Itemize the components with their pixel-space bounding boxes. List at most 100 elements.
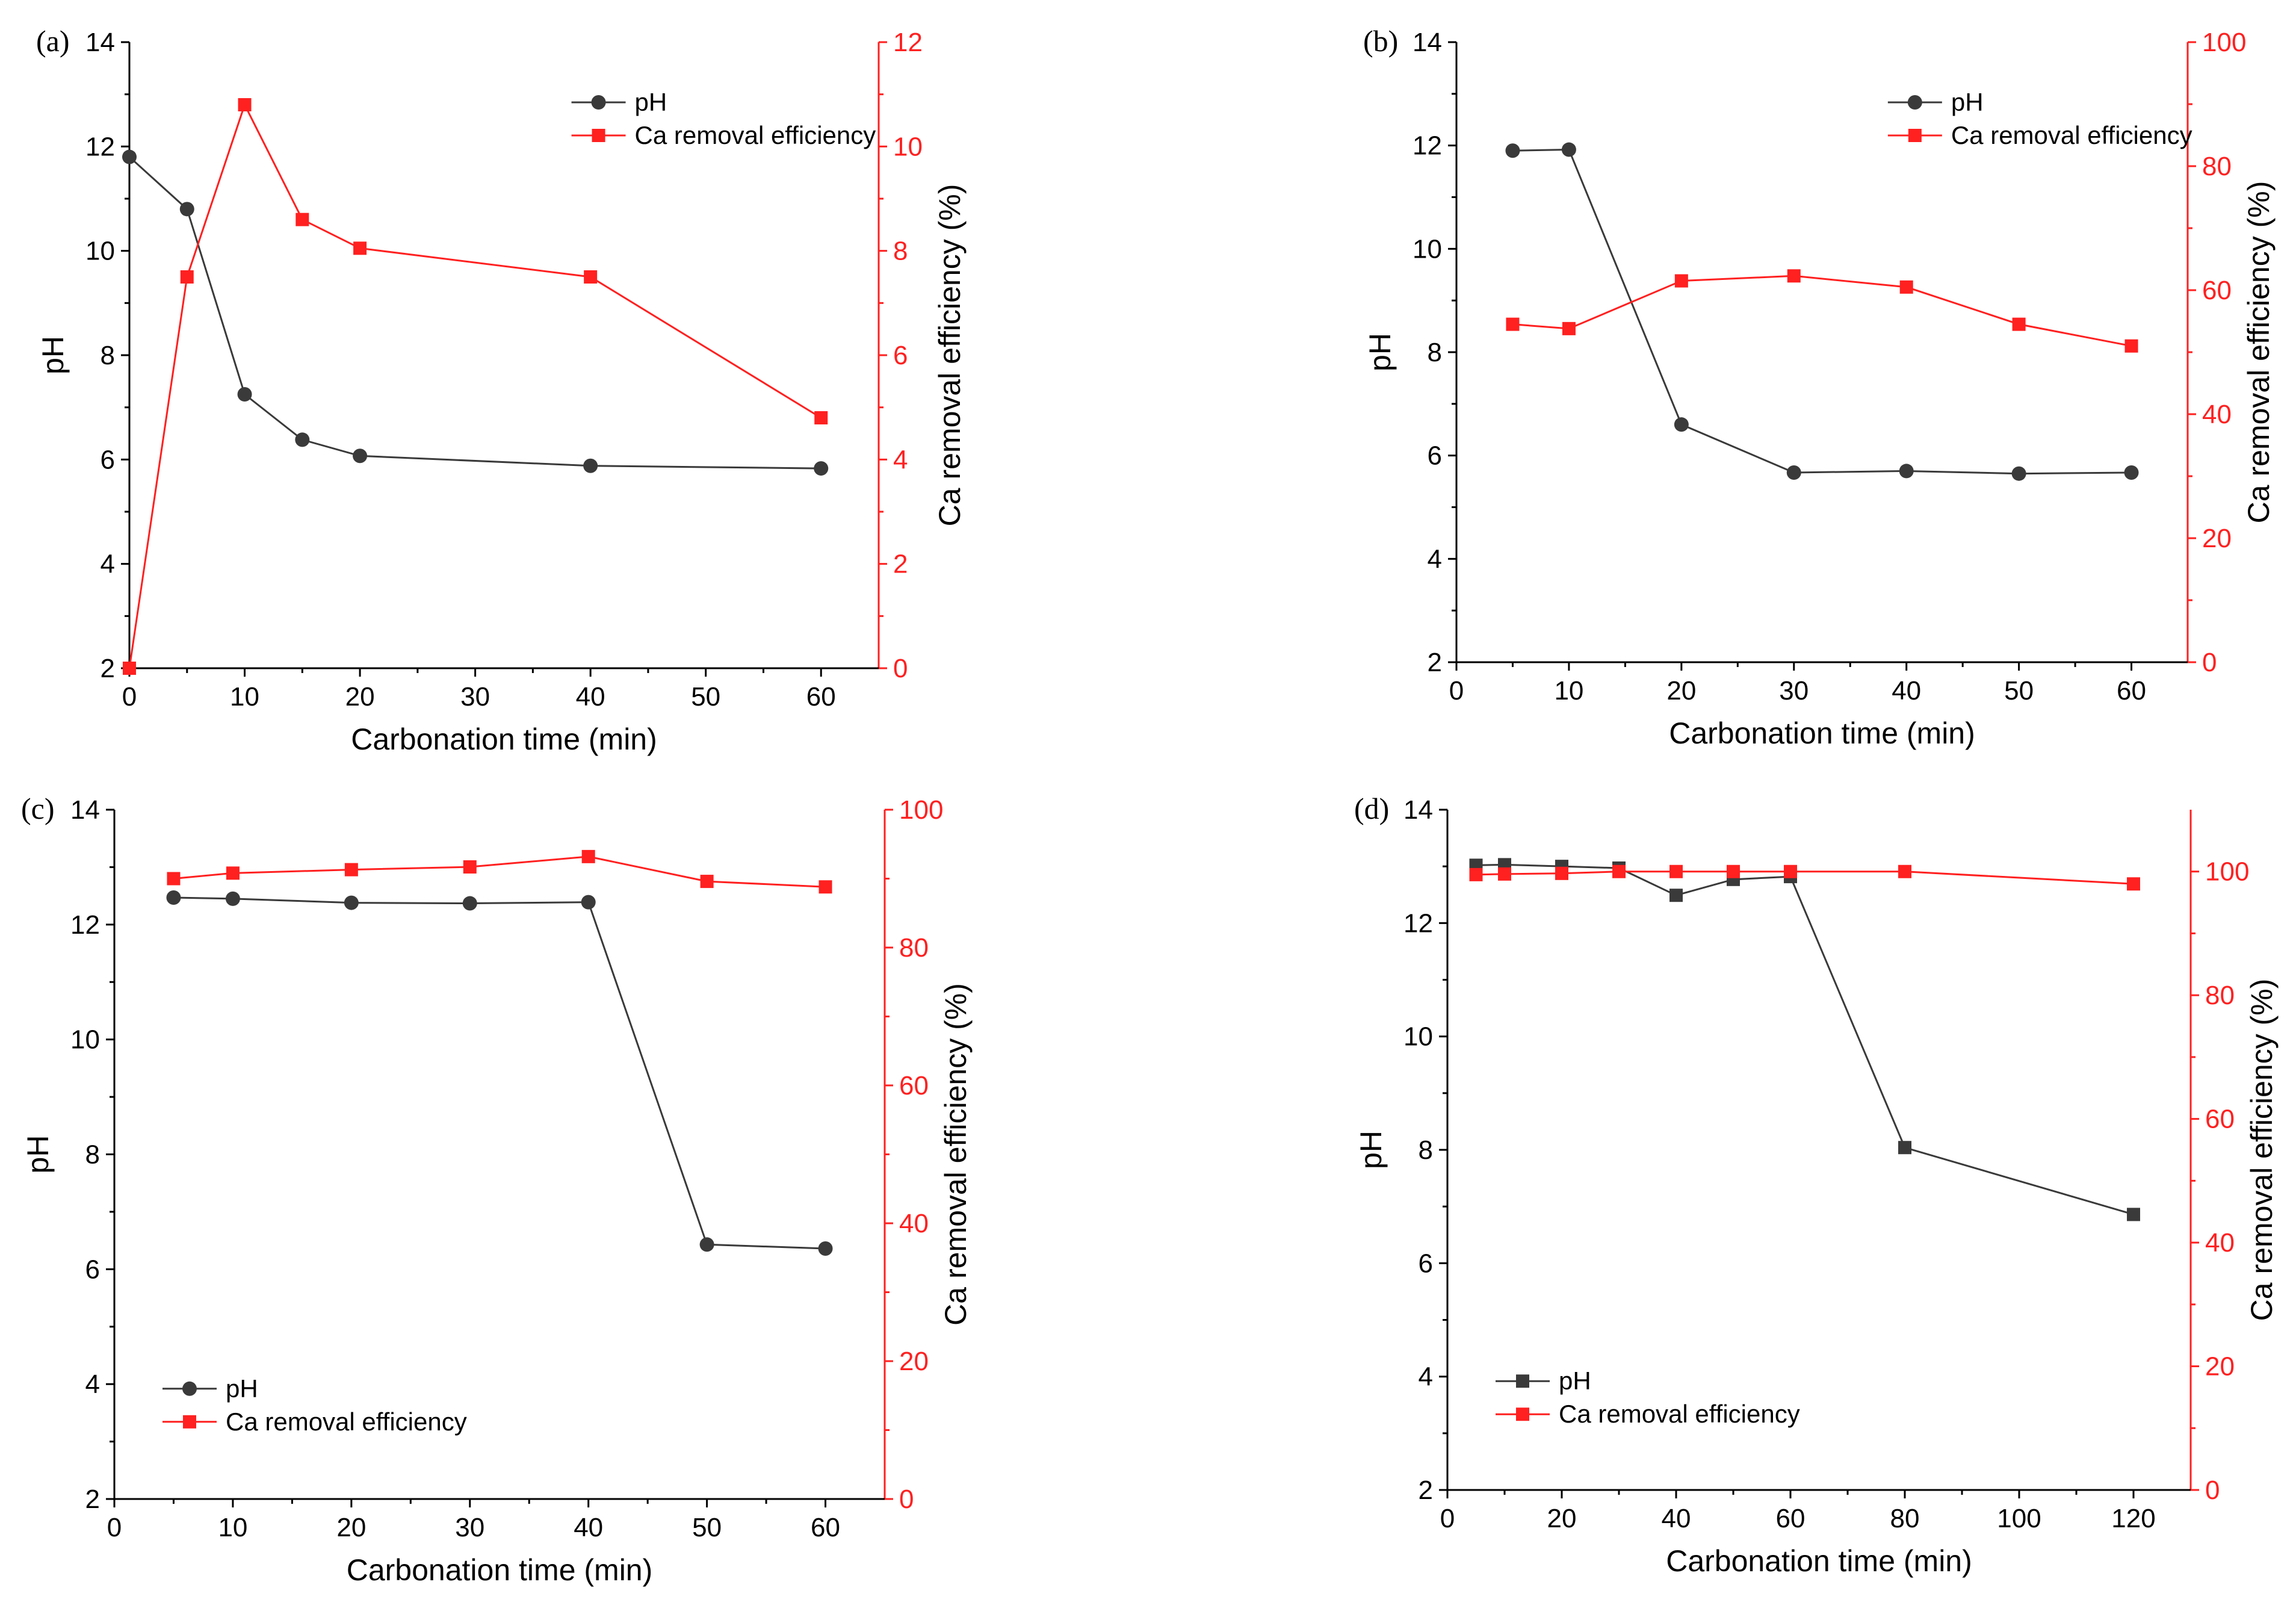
data-point-ca bbox=[1562, 321, 1576, 335]
legend-marker bbox=[1516, 1407, 1529, 1421]
left-tick-label: 4 bbox=[101, 550, 115, 579]
left-tick-label: 2 bbox=[1428, 648, 1442, 677]
x-tick-label: 120 bbox=[2111, 1504, 2155, 1533]
data-point-ph bbox=[581, 895, 596, 910]
right-tick-label: 100 bbox=[2202, 28, 2246, 57]
left-tick-label: 8 bbox=[1428, 338, 1442, 367]
data-point-ca bbox=[814, 411, 828, 424]
legend-marker bbox=[183, 1415, 196, 1429]
x-tick-label: 20 bbox=[1666, 676, 1696, 706]
right-tick-label: 10 bbox=[893, 132, 923, 161]
y-axis-title: pH bbox=[1363, 333, 1397, 371]
data-point-ph bbox=[353, 448, 368, 464]
x-tick-label: 50 bbox=[2004, 676, 2034, 706]
x-tick-label: 40 bbox=[1892, 676, 1921, 706]
left-tick-label: 10 bbox=[70, 1025, 100, 1055]
legend-label: Ca removal efficiency bbox=[635, 121, 876, 149]
data-point-ph bbox=[818, 1241, 833, 1256]
right-tick-label: 8 bbox=[893, 237, 908, 266]
legend-marker bbox=[1908, 129, 1922, 142]
data-point-ca bbox=[2012, 317, 2026, 331]
data-point-ph bbox=[1674, 417, 1689, 432]
right-tick-label: 4 bbox=[893, 445, 908, 474]
data-point-ph bbox=[179, 202, 194, 217]
right-tick-label: 60 bbox=[2205, 1105, 2235, 1134]
x-tick-label: 80 bbox=[1890, 1504, 1920, 1533]
x-tick-label: 60 bbox=[811, 1513, 840, 1542]
left-tick-label: 12 bbox=[1403, 908, 1433, 938]
chart-panel-4: (d) 2 4 6 8 10 12 14 pH 0 20 40 60 80 100 Ca removal ef… bbox=[1354, 792, 2279, 1578]
data-point-ph bbox=[1505, 143, 1520, 158]
legend-marker bbox=[591, 95, 606, 110]
right-tick-label: 60 bbox=[899, 1071, 929, 1100]
x-axis-title: Carbonation time (min) bbox=[1669, 716, 1975, 750]
data-point-ca bbox=[238, 98, 252, 111]
data-point-ca bbox=[1787, 269, 1801, 283]
legend-label: pH bbox=[635, 88, 667, 116]
series-line-ph bbox=[1512, 149, 2132, 475]
data-point-ca bbox=[1898, 864, 1911, 878]
series-line-ca bbox=[173, 855, 826, 888]
panel-label: (b) bbox=[1363, 24, 1398, 58]
panel-label: (c) bbox=[21, 792, 55, 825]
x-tick-label: 20 bbox=[1547, 1504, 1577, 1533]
left-tick-label: 2 bbox=[101, 654, 115, 683]
x-tick-label: 0 bbox=[1449, 676, 1464, 706]
right-tick-label: 2 bbox=[893, 550, 908, 579]
left-tick-label: 14 bbox=[85, 28, 115, 57]
data-point-ca bbox=[1899, 280, 1913, 294]
data-point-ph bbox=[1561, 142, 1576, 157]
data-point-ph bbox=[814, 461, 829, 476]
left-tick-label: 6 bbox=[1428, 441, 1442, 471]
data-point-ca bbox=[2127, 877, 2140, 891]
right-tick-label: 0 bbox=[2205, 1476, 2220, 1505]
x-tick-label: 10 bbox=[218, 1513, 247, 1542]
data-point-ca bbox=[353, 241, 367, 255]
x-tick-label: 40 bbox=[576, 682, 605, 712]
x-axis-title: Carbonation time (min) bbox=[351, 722, 657, 756]
left-tick-label: 12 bbox=[85, 132, 115, 161]
right-tick-label: 40 bbox=[2202, 400, 2232, 429]
data-point-ca bbox=[1612, 864, 1626, 878]
left-tick-label: 10 bbox=[1403, 1022, 1433, 1052]
series-line-ca bbox=[1512, 275, 2132, 347]
x-tick-label: 60 bbox=[2117, 676, 2146, 706]
data-point-ph bbox=[1899, 464, 1914, 479]
y-axis-title: pH bbox=[36, 336, 70, 374]
legend-marker bbox=[1907, 95, 1922, 110]
data-point-ca bbox=[584, 270, 598, 284]
series-line-ca bbox=[1476, 871, 2134, 885]
right-tick-label: 40 bbox=[899, 1209, 929, 1238]
data-point-ca bbox=[2124, 339, 2138, 353]
x-tick-label: 60 bbox=[806, 682, 836, 712]
right-tick-label: 60 bbox=[2202, 276, 2232, 305]
x-tick-label: 50 bbox=[691, 682, 720, 712]
y-axis-title: pH bbox=[1354, 1131, 1388, 1169]
x-tick-label: 0 bbox=[122, 682, 137, 712]
data-point-ca bbox=[226, 866, 240, 880]
data-point-ca bbox=[463, 860, 477, 874]
data-point-ph bbox=[237, 387, 252, 402]
left-tick-label: 14 bbox=[1413, 28, 1442, 57]
legend: pH Ca removal efficiency bbox=[571, 88, 876, 149]
legend-marker bbox=[1516, 1374, 1529, 1388]
data-point-ca bbox=[1727, 864, 1740, 878]
x-tick-label: 60 bbox=[1776, 1504, 1806, 1533]
right-tick-label: 80 bbox=[2205, 981, 2235, 1010]
x-tick-label: 100 bbox=[1997, 1504, 2041, 1533]
right-tick-label: 80 bbox=[899, 933, 929, 963]
right-tick-label: 0 bbox=[893, 654, 908, 683]
data-point-ca bbox=[581, 849, 595, 863]
y2-axis-title: Ca removal efficiency (%) bbox=[939, 983, 973, 1326]
data-point-ca bbox=[1784, 864, 1797, 878]
data-point-ph bbox=[344, 895, 359, 910]
data-point-ph bbox=[166, 890, 181, 905]
series-line-ca bbox=[128, 102, 822, 669]
legend-label: Ca removal efficiency bbox=[226, 1407, 467, 1436]
data-point-ca bbox=[1506, 317, 1520, 331]
data-point-ph bbox=[122, 149, 137, 164]
legend-label: pH bbox=[1559, 1367, 1591, 1395]
y2-axis-title: Ca removal efficiency (%) bbox=[2245, 979, 2279, 1321]
right-tick-label: 6 bbox=[893, 341, 908, 370]
